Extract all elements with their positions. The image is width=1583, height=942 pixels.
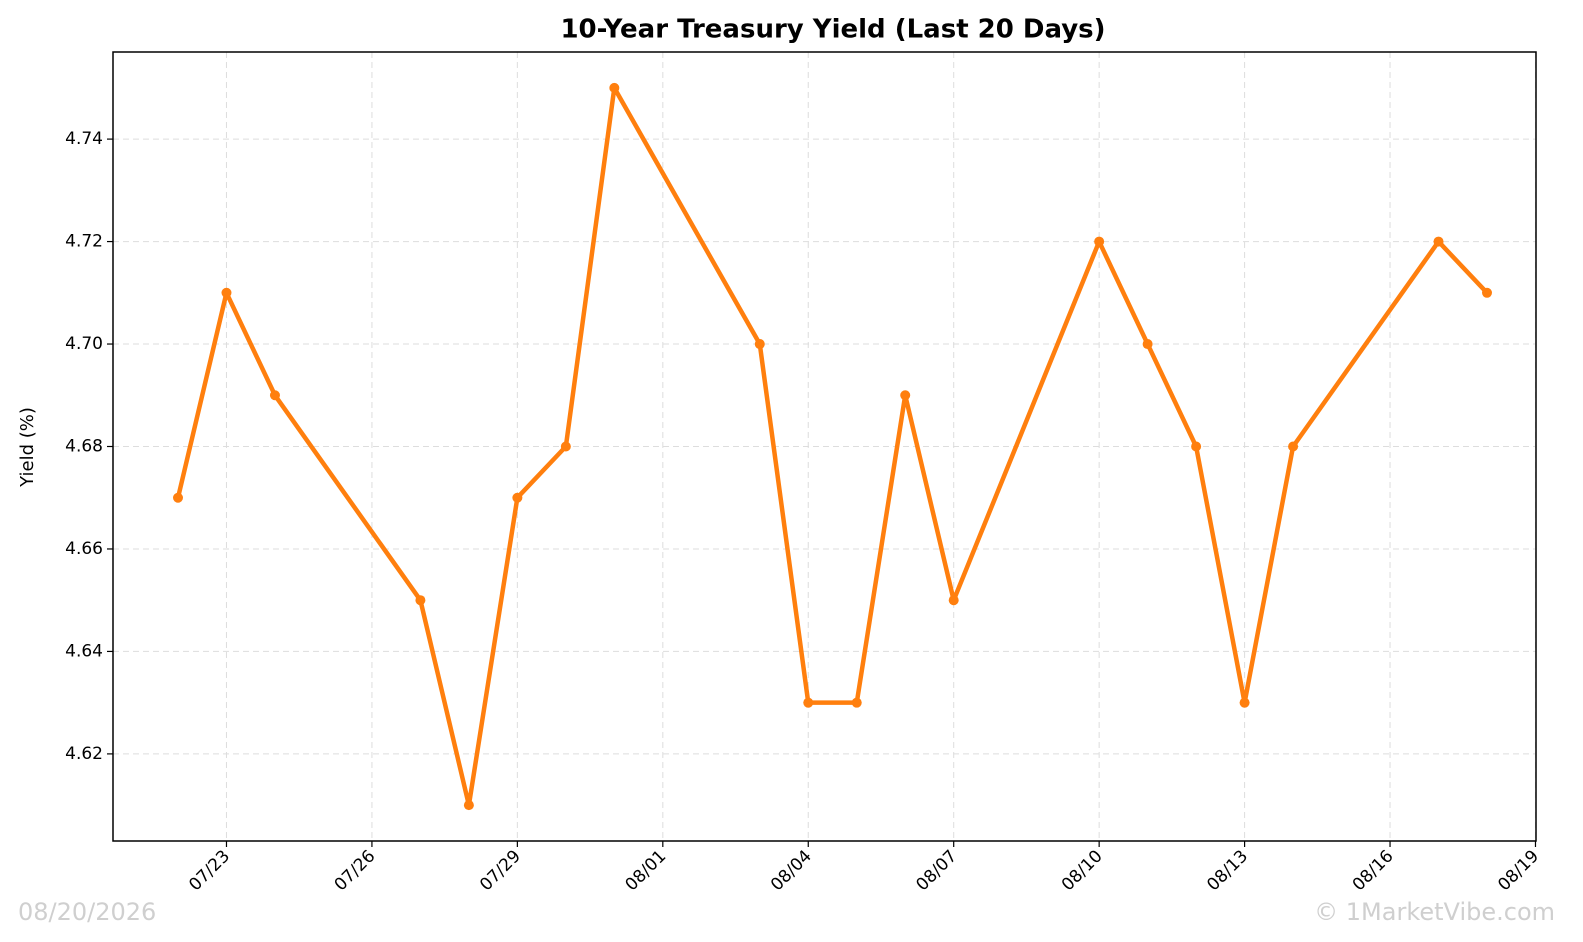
data-point xyxy=(560,441,571,452)
date-stamp: 08/20/2026 xyxy=(18,898,156,926)
data-point xyxy=(1094,236,1105,247)
data-point xyxy=(1142,339,1153,350)
y-tick-label: 4.62 xyxy=(65,744,103,764)
y-axis-label: Yield (%) xyxy=(17,407,38,488)
data-point xyxy=(754,339,765,350)
y-tick-label: 4.70 xyxy=(65,334,103,354)
x-tick-label: 07/23 xyxy=(185,846,234,895)
x-tick-label: 08/19 xyxy=(1494,846,1543,895)
y-tick-label: 4.72 xyxy=(65,232,103,252)
watermark: © 1MarketVibe.com xyxy=(1314,898,1555,926)
data-line xyxy=(175,85,1489,808)
x-tick-label: 08/10 xyxy=(1058,846,1107,895)
x-tick-label: 08/13 xyxy=(1203,846,1252,895)
x-tick-label: 08/07 xyxy=(912,846,961,895)
data-point xyxy=(609,82,620,93)
data-point xyxy=(1433,236,1444,247)
data-point xyxy=(803,697,814,708)
x-tick-label: 08/04 xyxy=(767,846,816,895)
chart-title: 10-Year Treasury Yield (Last 20 Days) xyxy=(560,15,1105,45)
data-point xyxy=(851,697,862,708)
data-point xyxy=(512,492,523,503)
y-tick-label: 4.66 xyxy=(65,539,103,559)
data-point xyxy=(1239,697,1250,708)
plot-frame xyxy=(112,51,1537,842)
data-point xyxy=(1288,441,1299,452)
data-point xyxy=(173,492,183,503)
data-point xyxy=(463,800,474,811)
data-point xyxy=(1482,287,1492,298)
y-tick-label: 4.64 xyxy=(65,641,103,661)
data-point xyxy=(269,390,280,401)
y-tick-label: 4.74 xyxy=(65,129,103,149)
x-tick-label: 07/29 xyxy=(476,846,525,895)
data-point xyxy=(948,595,959,606)
data-point xyxy=(221,287,232,298)
x-tick-label: 08/01 xyxy=(622,846,671,895)
x-tick-label: 07/26 xyxy=(331,846,380,895)
y-tick-label: 4.68 xyxy=(65,437,103,457)
x-tick-label: 08/16 xyxy=(1349,846,1398,895)
data-point xyxy=(1191,441,1202,452)
data-point xyxy=(415,595,426,606)
data-point xyxy=(900,390,911,401)
